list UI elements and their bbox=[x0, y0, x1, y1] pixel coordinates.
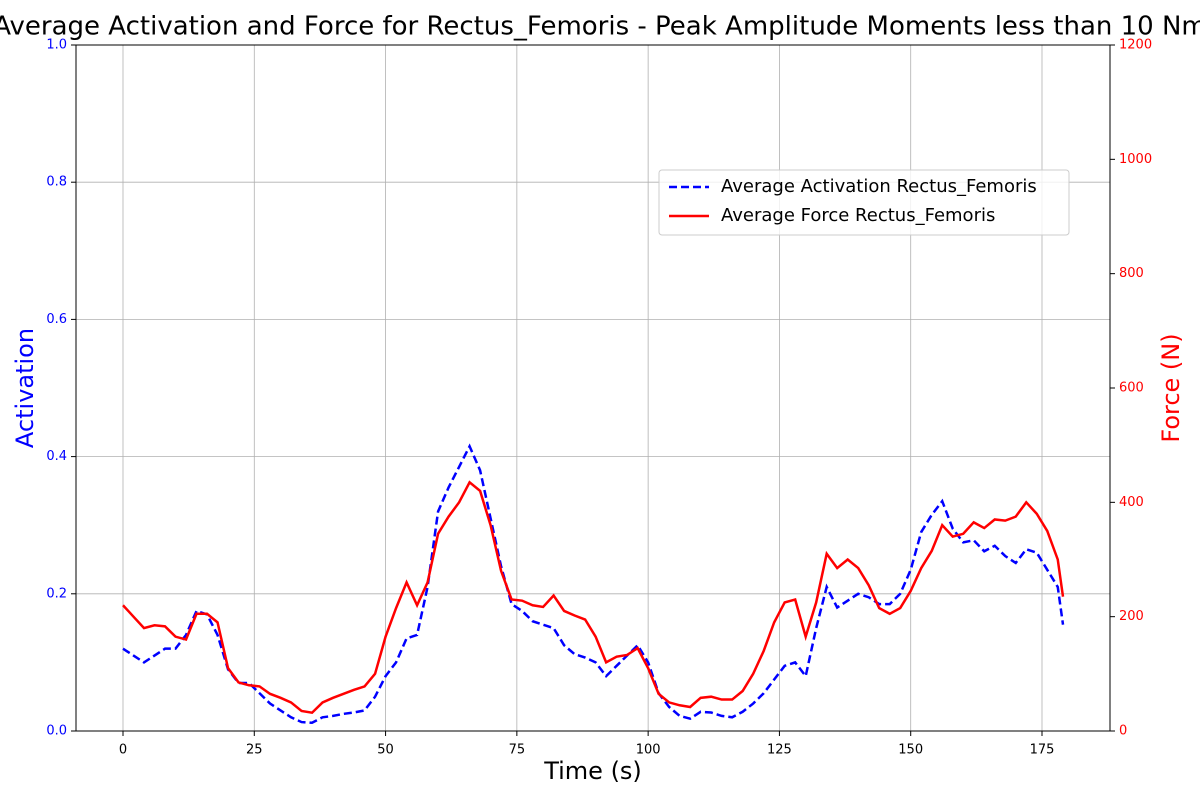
y2-tick-label: 0 bbox=[1119, 724, 1127, 739]
plot-frame bbox=[75, 44, 1111, 732]
legend-label: Average Activation Rectus_Femoris bbox=[721, 176, 1037, 197]
x-tick-label: 25 bbox=[246, 743, 263, 758]
y2-tick-label: 1000 bbox=[1119, 152, 1152, 167]
x-tick-label: 175 bbox=[1030, 743, 1055, 758]
y2-tick-label: 400 bbox=[1119, 495, 1144, 510]
y2-tick-label: 800 bbox=[1119, 266, 1144, 281]
x-axis-label: Time (s) bbox=[543, 757, 642, 785]
x-tick-label: 150 bbox=[898, 743, 923, 758]
chart-title: Average Activation and Force for Rectus_… bbox=[0, 12, 1200, 42]
x-tick-label: 0 bbox=[119, 743, 127, 758]
data-line bbox=[122, 480, 1065, 715]
y2-tick-label: 600 bbox=[1119, 381, 1144, 396]
y-tick-label: 0.6 bbox=[46, 312, 67, 327]
y2-tick-label: 200 bbox=[1119, 609, 1144, 624]
y2-tick-label: 1200 bbox=[1119, 38, 1152, 53]
legend-box bbox=[658, 169, 1070, 236]
y-tick-label: 0.2 bbox=[46, 586, 67, 601]
y-tick-label: 0.0 bbox=[46, 724, 67, 739]
y-tick-label: 0.8 bbox=[46, 175, 67, 190]
y-axis-label: Activation bbox=[11, 328, 39, 448]
legend-label: Average Force Rectus_Femoris bbox=[721, 205, 995, 226]
y2-axis-label: Force (N) bbox=[1157, 333, 1185, 442]
data-line bbox=[122, 443, 1065, 725]
x-tick-label: 50 bbox=[377, 743, 394, 758]
y-tick-label: 0.4 bbox=[46, 449, 67, 464]
y-tick-label: 1.0 bbox=[46, 38, 67, 53]
x-tick-label: 125 bbox=[767, 743, 792, 758]
x-tick-label: 75 bbox=[509, 743, 526, 758]
x-tick-label: 100 bbox=[636, 743, 661, 758]
